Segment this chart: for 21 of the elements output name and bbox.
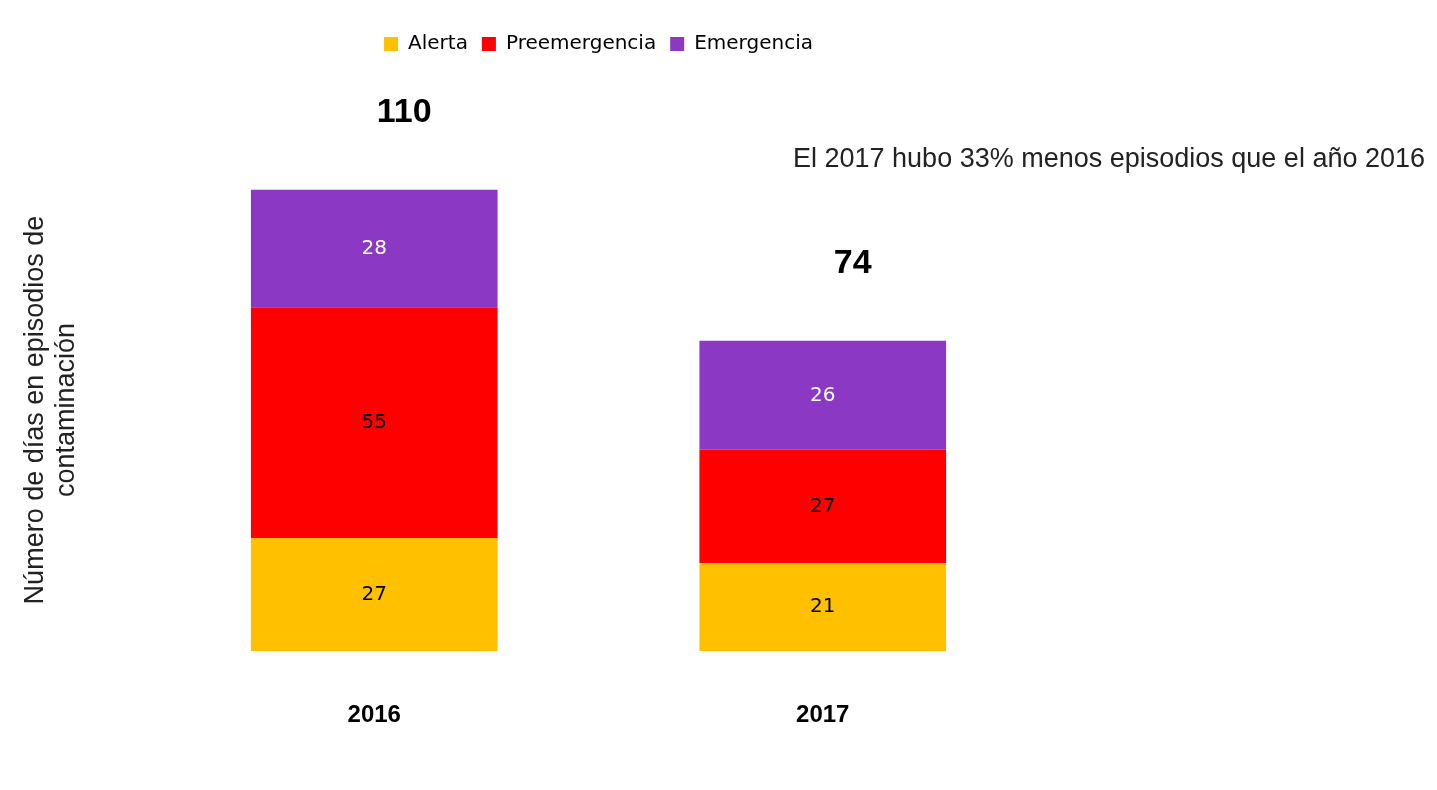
data-label: 27 xyxy=(810,492,836,517)
data-label: 26 xyxy=(810,381,836,406)
legend-label: Alerta xyxy=(408,30,468,55)
legend-label: Preemergencia xyxy=(505,30,657,55)
data-label: 27 xyxy=(361,580,387,605)
bar xyxy=(699,340,947,450)
total-label: 110 xyxy=(376,91,432,130)
x-tick-label: 2016 xyxy=(347,700,401,728)
bar xyxy=(250,307,498,538)
y-axis-title: Número de días en episodios de contaminación xyxy=(19,214,81,607)
total-label: 74 xyxy=(833,242,872,281)
bar xyxy=(250,537,498,652)
legend-label: Emergencia xyxy=(694,30,813,55)
text: El 2017 hubo 33% menos episodios que el año 2016 xyxy=(793,143,1425,174)
bar xyxy=(699,449,947,564)
data-label: 55 xyxy=(361,408,387,433)
bar xyxy=(250,189,498,308)
data-label: 21 xyxy=(810,593,836,618)
data-label: 28 xyxy=(361,234,387,259)
bar xyxy=(699,563,947,652)
x-tick-label: 2017 xyxy=(796,700,850,728)
